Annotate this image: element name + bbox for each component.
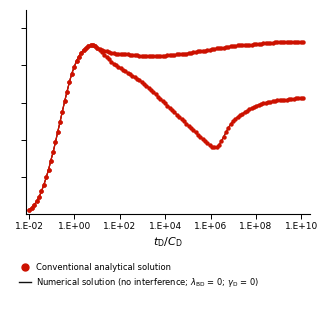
- Legend: Conventional analytical solution, Numerical solution (no interference; $\lambda_: Conventional analytical solution, Numeri…: [16, 260, 262, 292]
- X-axis label: $t_\mathrm{D}/C_\mathrm{D}$: $t_\mathrm{D}/C_\mathrm{D}$: [153, 235, 183, 249]
